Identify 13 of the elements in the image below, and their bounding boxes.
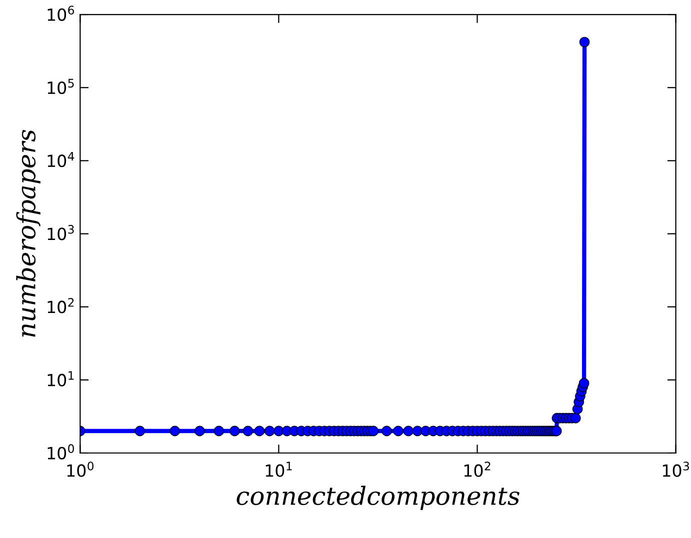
x-axis-title: connectedcomponents	[236, 486, 520, 510]
x-tick-label: 10$^{1}$	[266, 462, 292, 477]
y-tick-label: 10$^{5}$	[48, 78, 74, 94]
y-tick-label: 10$^{4}$	[48, 152, 74, 168]
x-tick-label: 10$^{2}$	[464, 462, 490, 477]
x-tick-label: 10$^{3}$	[662, 462, 689, 477]
y-tick-label: 10$^{1}$	[48, 371, 74, 386]
y-tick-label: 10$^{3}$	[48, 224, 74, 240]
y-tick-label: 10$^{6}$	[48, 6, 74, 21]
y-tick-label: 10$^{0}$	[48, 444, 74, 460]
x-tick-label: 10$^{0}$	[67, 462, 94, 477]
y-axis-title: numberofpapers	[16, 130, 40, 337]
y-tick-label: 10$^{2}$	[48, 298, 74, 314]
